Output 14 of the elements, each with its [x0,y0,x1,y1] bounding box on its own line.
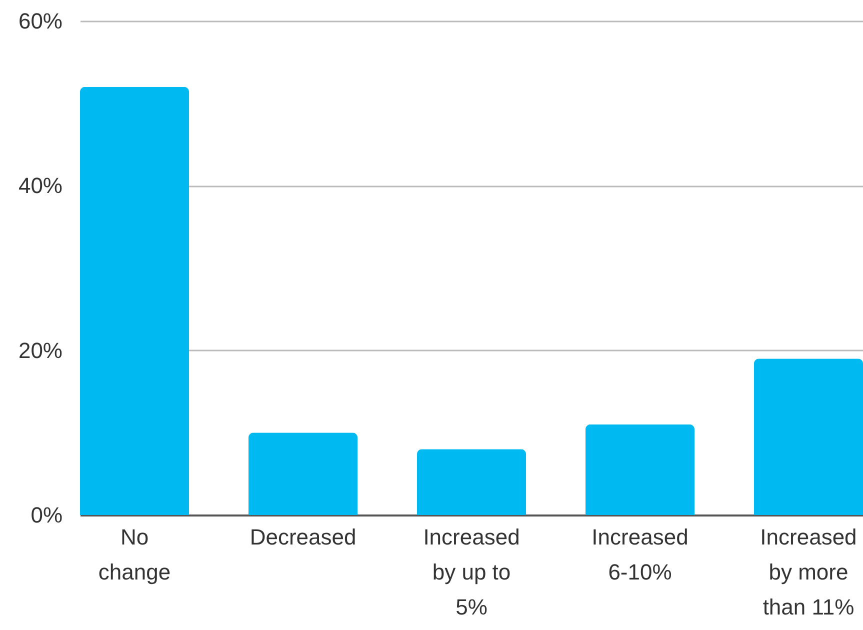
x-tick-label: Increased 6-10% [592,524,688,584]
bar [416,449,526,515]
x-tick-label: Increased by more than 11% [760,524,857,620]
y-tick-label: 60% [18,8,62,34]
bar [585,424,695,515]
y-tick-label: 20% [18,338,62,363]
bar [248,432,358,515]
y-tick-label: 40% [18,173,62,198]
bar [80,86,190,515]
x-tick-label: Increased by up to 5% [423,524,520,620]
x-tick-label: No change [98,524,171,584]
x-tick-label: Decreased [250,524,356,550]
y-tick-label: 0% [30,502,62,528]
bar [754,358,863,515]
